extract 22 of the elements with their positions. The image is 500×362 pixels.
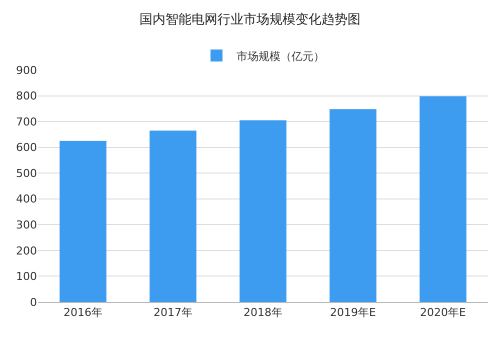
x-tick-label: 2016年 bbox=[64, 306, 102, 320]
bar bbox=[150, 130, 196, 302]
bar bbox=[330, 109, 376, 302]
y-tick-label: 900 bbox=[16, 64, 37, 77]
y-tick-label: 100 bbox=[16, 270, 37, 284]
y-tick-label: 800 bbox=[16, 90, 37, 103]
y-tick-label: 200 bbox=[16, 244, 37, 258]
x-tick-label: 2020年E bbox=[420, 306, 466, 320]
y-tick-label: 300 bbox=[16, 218, 37, 232]
y-tick-label: 0 bbox=[30, 296, 37, 309]
bar bbox=[420, 96, 466, 302]
bar bbox=[240, 120, 286, 302]
x-tick-label: 2017年 bbox=[154, 306, 192, 320]
x-tick-label: 2018年 bbox=[244, 306, 282, 320]
y-tick-label: 400 bbox=[16, 192, 37, 206]
chart-title: 国内智能电网行业市场规模变化趋势图 bbox=[140, 12, 360, 28]
x-tick-label: 2019年E bbox=[330, 306, 376, 320]
y-tick-label: 700 bbox=[16, 115, 37, 128]
y-tick-label: 500 bbox=[16, 166, 37, 180]
legend-label: 市场规模（亿元） bbox=[236, 50, 324, 63]
bar bbox=[60, 140, 106, 302]
y-tick-label: 600 bbox=[16, 141, 37, 154]
